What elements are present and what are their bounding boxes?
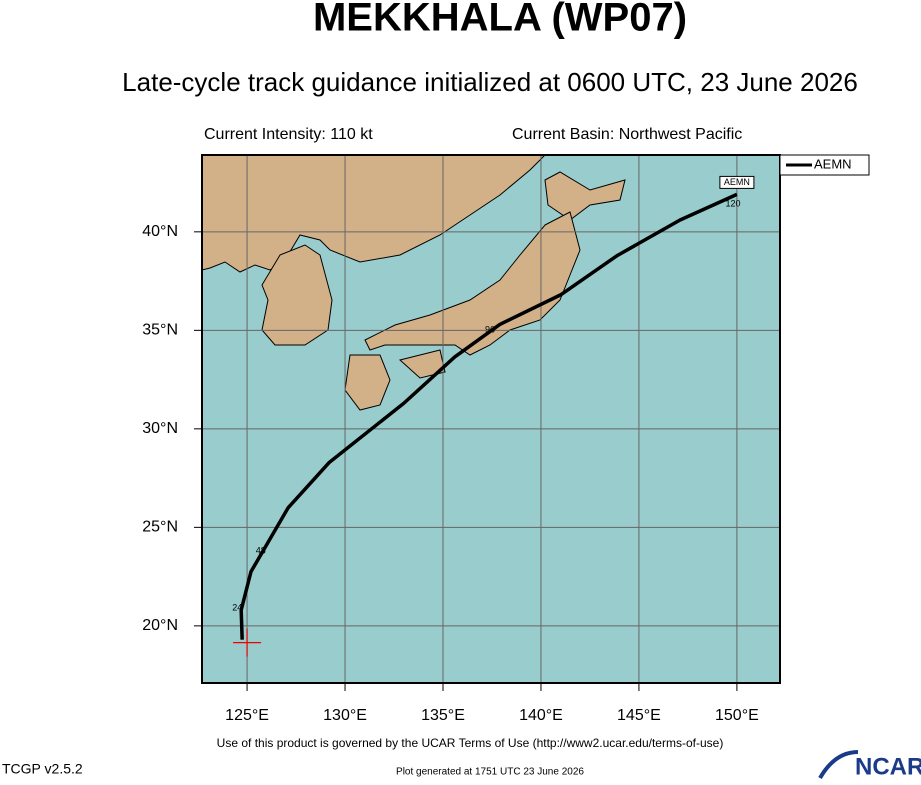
legend-box [779, 154, 870, 176]
track-label: 96 [485, 325, 495, 335]
x-tick-label: 135°E [421, 707, 465, 724]
x-tick-label: 150°E [715, 707, 759, 724]
logo: NCAR [855, 753, 921, 780]
track-line [239, 192, 738, 640]
track-label: 48 [256, 545, 266, 555]
version: TCGP v2.5.2 [2, 761, 83, 777]
track-label: 24 [232, 603, 242, 613]
basin: Current Basin: Northwest Pacific [512, 126, 742, 143]
plot-frame [201, 154, 781, 684]
terms: Use of this product is governed by the U… [217, 736, 724, 750]
track-label: 120 [725, 199, 740, 209]
land [202, 155, 626, 411]
y-tick-label: 30°N [142, 420, 178, 437]
generated: Plot generated at 1751 UTC 23 June 2026 [396, 767, 584, 778]
y-tick-label: 25°N [142, 519, 178, 536]
x-tick-label: 140°E [519, 707, 563, 724]
legend-label: AEMN [814, 156, 852, 171]
intensity: Current Intensity: 110 kt [204, 126, 373, 143]
ocean [202, 155, 780, 683]
chart-title: MEKKHALA (WP07) [313, 0, 687, 40]
chart-subtitle: Late-cycle track guidance initialized at… [122, 67, 858, 97]
end-label-box [719, 175, 755, 189]
logo-swoosh [818, 750, 859, 780]
x-tick-label: 125°E [225, 707, 269, 724]
x-tick-label: 145°E [617, 707, 661, 724]
y-tick-label: 40°N [142, 223, 178, 240]
x-tick-label: 130°E [323, 707, 367, 724]
y-tick-label: 20°N [142, 617, 178, 634]
y-tick-label: 35°N [142, 322, 178, 339]
end-label: AEMN [724, 177, 750, 187]
